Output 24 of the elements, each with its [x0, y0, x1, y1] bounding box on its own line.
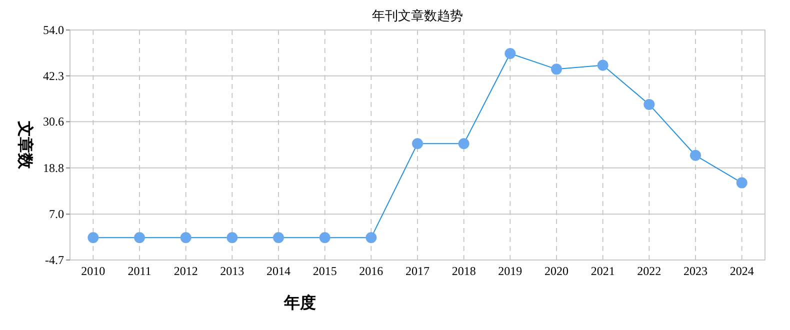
y-axis-title: 文章数 — [16, 120, 34, 170]
x-tick-label: 2016 — [359, 264, 384, 278]
x-tick-label: 2020 — [544, 264, 568, 278]
x-axis-title: 年度 — [283, 293, 316, 312]
x-tick-label: 2014 — [266, 264, 290, 278]
x-tick-label: 2018 — [452, 264, 476, 278]
x-tick-label: 2023 — [684, 264, 708, 278]
x-tick-label: 2012 — [174, 264, 198, 278]
y-tick-label: 54.0 — [43, 23, 64, 37]
y-tick-label: 18.8 — [43, 160, 64, 175]
chart-title: 年刊文章数趋势 — [372, 8, 463, 23]
x-tick-label: 2015 — [312, 264, 337, 278]
x-tick-label: 2013 — [220, 264, 244, 278]
y-tick-label: 42.3 — [43, 68, 64, 83]
y-tick-label: -4.7 — [45, 253, 64, 267]
y-tick-label: 30.6 — [43, 114, 64, 129]
x-tick-label: 2024 — [730, 264, 754, 278]
x-tick-label: 2022 — [637, 264, 662, 278]
x-tick-label: 2019 — [498, 264, 522, 278]
x-tick-label: 2021 — [590, 264, 615, 278]
x-tick-label: 2017 — [406, 264, 430, 278]
x-tick-label: 2011 — [128, 264, 152, 278]
y-tick-label: 7.0 — [49, 207, 64, 222]
x-tick-label: 2010 — [81, 264, 106, 278]
